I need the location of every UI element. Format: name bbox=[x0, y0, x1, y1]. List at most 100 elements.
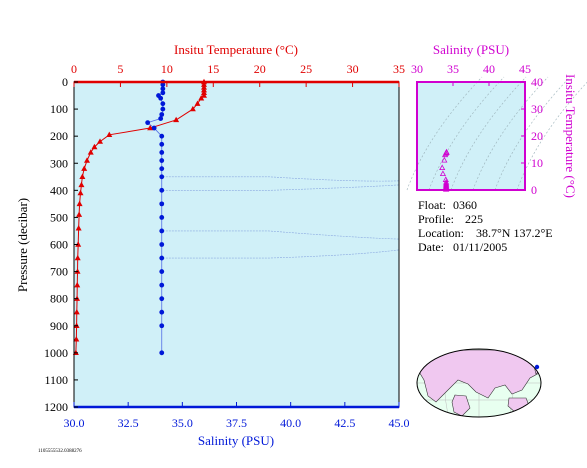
ts-salinity-tick-label: 35 bbox=[447, 62, 459, 76]
temperature-point bbox=[201, 92, 207, 98]
temperature-point bbox=[87, 149, 94, 155]
salinity-point bbox=[160, 106, 166, 112]
temperature-point bbox=[194, 100, 201, 106]
salinity-point bbox=[158, 116, 164, 121]
temperature-tick-label: 35 bbox=[393, 62, 405, 76]
ts-temperature-ticks: 0 10 20 30 40 bbox=[521, 75, 543, 197]
salinity-point bbox=[159, 166, 165, 172]
salinity-series bbox=[145, 79, 166, 356]
ts-salinity-tick-label: 45 bbox=[519, 62, 531, 76]
date-value: 01/11/2005 bbox=[453, 240, 507, 254]
temperature-point bbox=[73, 309, 80, 315]
salinity-tick-label: 42.5 bbox=[334, 416, 355, 430]
ts-point bbox=[439, 164, 446, 171]
ts-temperature-tick-label: 20 bbox=[531, 129, 543, 143]
density-isoline bbox=[450, 76, 527, 191]
salinity-point bbox=[159, 141, 165, 147]
salinity-point bbox=[160, 101, 166, 107]
pressure-tick-label: 1000 bbox=[44, 346, 68, 360]
salinity-point bbox=[160, 82, 166, 88]
footer-id: 1105555532.0388276 bbox=[38, 449, 82, 454]
pressure-tick-label: 900 bbox=[50, 319, 68, 333]
pressure-tick-label: 800 bbox=[50, 292, 68, 306]
temperature-point bbox=[74, 254, 81, 261]
temperature-point bbox=[201, 86, 207, 93]
salinity-point bbox=[159, 187, 165, 193]
ts-temperature-tick-label: 40 bbox=[531, 75, 543, 89]
salinity-point bbox=[159, 112, 165, 117]
temperature-point bbox=[76, 200, 83, 207]
float-position-marker bbox=[534, 364, 540, 370]
pressure-axis-ticks: 0 100 200 300 400 500 600 700 800 900 1000 1100 1200 bbox=[44, 75, 78, 414]
density-isoline bbox=[494, 76, 571, 191]
pressure-tick-label: 100 bbox=[50, 102, 68, 116]
temperature-series bbox=[72, 78, 207, 356]
salinity-tick-label: 32.5 bbox=[118, 416, 139, 430]
temperature-point bbox=[201, 89, 207, 96]
salinity-point bbox=[159, 201, 165, 207]
pressure-axis-label: Pressure (decibar) bbox=[15, 198, 30, 292]
temperature-point bbox=[97, 138, 103, 144]
ts-salinity-tick-label: 40 bbox=[483, 62, 495, 76]
temperature-axis-label: Insitu Temperature (°C) bbox=[174, 42, 298, 57]
temperature-tick-label: 5 bbox=[117, 62, 123, 76]
density-isoline bbox=[472, 76, 549, 191]
salinity-point bbox=[159, 309, 165, 315]
temperature-point bbox=[201, 81, 207, 87]
ts-salinity-tick-label: 30 bbox=[411, 62, 423, 76]
temperature-point bbox=[74, 281, 81, 288]
temperature-tick-label: 15 bbox=[207, 62, 219, 76]
pressure-tick-label: 0 bbox=[62, 75, 68, 89]
salinity-point bbox=[159, 350, 165, 356]
ts-temperature-tick-label: 10 bbox=[531, 156, 543, 170]
float-label: Float: bbox=[418, 198, 446, 212]
temperature-point bbox=[77, 189, 84, 196]
salinity-tick-label: 37.5 bbox=[226, 416, 247, 430]
salinity-tick-label: 30.0 bbox=[64, 416, 85, 430]
pressure-tick-label: 200 bbox=[50, 129, 68, 143]
temperature-point bbox=[201, 84, 207, 90]
temperature-tick-label: 0 bbox=[71, 62, 77, 76]
density-isoline bbox=[516, 81, 587, 191]
pressure-tick-label: 700 bbox=[50, 265, 68, 279]
salinity-point bbox=[145, 120, 151, 126]
salinity-tick-label: 40.0 bbox=[280, 416, 301, 430]
pressure-tick-label: 300 bbox=[50, 156, 68, 170]
float-value: 0360 bbox=[453, 198, 477, 212]
salinity-point bbox=[160, 90, 166, 96]
temperature-point bbox=[106, 131, 113, 138]
salinity-point bbox=[159, 215, 165, 220]
density-isoline bbox=[428, 76, 505, 191]
temperature-point bbox=[78, 181, 85, 188]
temperature-point bbox=[75, 241, 82, 247]
salinity-tick-label: 35.0 bbox=[172, 416, 193, 430]
salinity-point bbox=[159, 282, 165, 288]
profile-chart: 0 5 10 15 20 25 30 35 30.0 32.5 35.0 37.5 40.0 42.5 4… bbox=[15, 42, 410, 448]
world-map bbox=[416, 348, 542, 418]
density-isoline bbox=[406, 76, 483, 191]
temperature-tick-label: 10 bbox=[161, 62, 173, 76]
salinity-point bbox=[160, 86, 166, 92]
ts-plot-area bbox=[417, 82, 525, 190]
temperature-axis-ticks: 0 5 10 15 20 25 30 35 bbox=[71, 62, 405, 87]
temperature-tick-label: 20 bbox=[254, 62, 266, 76]
temperature-point bbox=[198, 95, 205, 101]
salinity-axis-label: Salinity (PSU) bbox=[198, 433, 274, 448]
salinity-point bbox=[151, 125, 157, 131]
salinity-axis-ticks: 30.0 32.5 35.0 37.5 40.0 42.5 45.0 bbox=[64, 402, 410, 430]
ts-point bbox=[441, 156, 448, 163]
temperature-point bbox=[74, 268, 81, 274]
temperature-point bbox=[173, 116, 180, 123]
pressure-tick-label: 600 bbox=[50, 238, 68, 252]
temperature-point bbox=[75, 225, 82, 231]
profile-label: Profile: bbox=[418, 212, 454, 226]
salinity-point bbox=[159, 228, 165, 234]
salinity-point bbox=[159, 174, 165, 180]
location-label: Location: bbox=[418, 226, 464, 240]
pressure-tick-label: 400 bbox=[50, 183, 68, 197]
density-isolines bbox=[406, 76, 587, 191]
temperature-point bbox=[79, 173, 86, 179]
ts-point bbox=[439, 170, 446, 176]
pressure-tick-label: 500 bbox=[50, 210, 68, 224]
